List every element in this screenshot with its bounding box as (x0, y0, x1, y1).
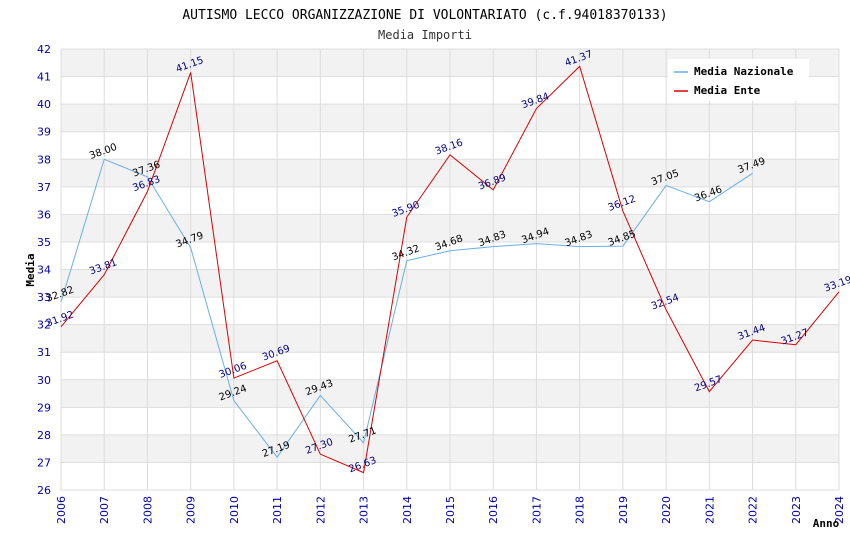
x-tick-label: 2006 (55, 496, 68, 524)
x-tick-label: 2016 (487, 496, 500, 524)
series-line-media-ente (60, 65, 840, 474)
y-axis-label: Media (24, 253, 37, 286)
data-label: 34.32 (391, 243, 422, 263)
data-label: 30.06 (218, 361, 249, 381)
series-line-media-nazionale (60, 158, 753, 459)
x-tick-label: 2008 (141, 496, 154, 524)
y-tick-label: 33 (37, 291, 51, 304)
legend-label-media-nazionale: Media Nazionale (694, 65, 794, 78)
y-tick-label: 38 (37, 153, 51, 166)
y-tick-label: 31 (37, 346, 51, 359)
series-lines (60, 65, 840, 474)
x-tick-label: 2013 (358, 496, 371, 524)
data-label: 36.12 (607, 194, 638, 214)
data-label: 32.82 (45, 285, 76, 305)
x-tick-label: 2021 (703, 496, 716, 524)
x-tick-label: 2011 (271, 496, 284, 524)
y-tick-label: 32 (37, 319, 51, 332)
y-tick-label: 41 (37, 71, 51, 84)
chart-subtitle: Media Importi (378, 28, 472, 42)
x-tick-label: 2012 (314, 496, 327, 524)
x-tick-label: 2018 (574, 496, 587, 524)
x-axis-ticks: 2006 2007 2008 2009 2010 2011 2012 2013 2014 2015… (55, 496, 846, 524)
y-tick-label: 28 (37, 429, 51, 442)
x-tick-label: 2009 (185, 496, 198, 524)
y-tick-label: 37 (37, 181, 51, 194)
x-axis-label: Anno (813, 517, 840, 530)
x-tick-label: 2010 (228, 496, 241, 524)
y-tick-label: 35 (37, 236, 51, 249)
gridlines (60, 48, 840, 491)
x-tick-label: 2017 (530, 496, 543, 524)
y-tick-label: 39 (37, 126, 51, 139)
x-tick-label: 2014 (401, 496, 414, 524)
y-tick-label: 26 (37, 484, 51, 497)
x-tick-label: 2022 (747, 496, 760, 524)
y-tick-label: 42 (37, 43, 51, 56)
legend-box (668, 59, 809, 101)
x-tick-label: 2023 (790, 496, 803, 524)
y-tick-label: 36 (37, 208, 51, 221)
x-tick-label: 2015 (444, 496, 457, 524)
chart-title: AUTISMO LECCO ORGANIZZAZIONE DI VOLONTAR… (182, 8, 667, 23)
y-axis-ticks: 26 27 28 29 30 31 32 33 34 35 36 37 38 39 40 41 42 (37, 43, 51, 497)
y-tick-label: 34 (37, 264, 51, 277)
x-tick-label: 2024 (833, 496, 846, 524)
data-label: 38.16 (434, 137, 465, 157)
y-tick-label: 29 (37, 401, 51, 414)
legend-label-media-ente: Media Ente (694, 84, 761, 97)
x-tick-label: 2019 (617, 496, 630, 524)
y-tick-label: 27 (37, 456, 51, 469)
legend: Media Nazionale Media Ente (668, 59, 809, 101)
x-tick-label: 2007 (98, 496, 111, 524)
y-tick-label: 40 (37, 98, 51, 111)
x-tick-label: 2020 (660, 496, 673, 524)
y-tick-label: 30 (37, 374, 51, 387)
